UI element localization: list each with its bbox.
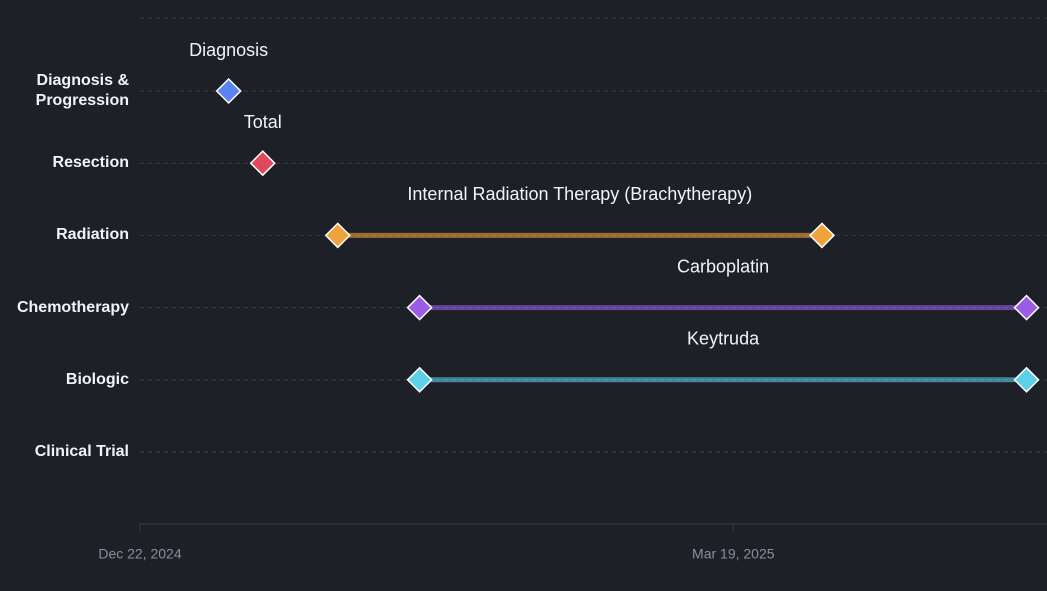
- row-label: Chemotherapy: [16, 298, 129, 316]
- event-marker: [808, 222, 836, 249]
- event-label: Diagnosis: [189, 40, 268, 60]
- event-marker: [324, 222, 351, 249]
- row-label: Clinical Trial: [34, 443, 129, 460]
- event-marker: [249, 150, 276, 177]
- event-label: Total: [244, 112, 282, 132]
- event-label: Carboplatin: [677, 256, 769, 276]
- row-label: Radiation: [56, 226, 129, 244]
- event-label: Keytruda: [687, 329, 760, 349]
- x-tick-label: Mar 19, 2025: [692, 546, 775, 562]
- row-label: Resection: [52, 154, 129, 172]
- event-label: Internal Radiation Therapy (Brachytherap…: [407, 184, 752, 204]
- event-marker: [1013, 294, 1040, 321]
- row-label: Biologic: [65, 370, 129, 388]
- event-marker: [406, 294, 433, 321]
- event-marker: [215, 77, 242, 105]
- x-tick-label: Dec 22, 2024: [98, 546, 181, 562]
- event-marker: [406, 366, 433, 393]
- row-label: Diagnosis & Progression: [35, 72, 129, 109]
- event-marker: [1013, 366, 1040, 393]
